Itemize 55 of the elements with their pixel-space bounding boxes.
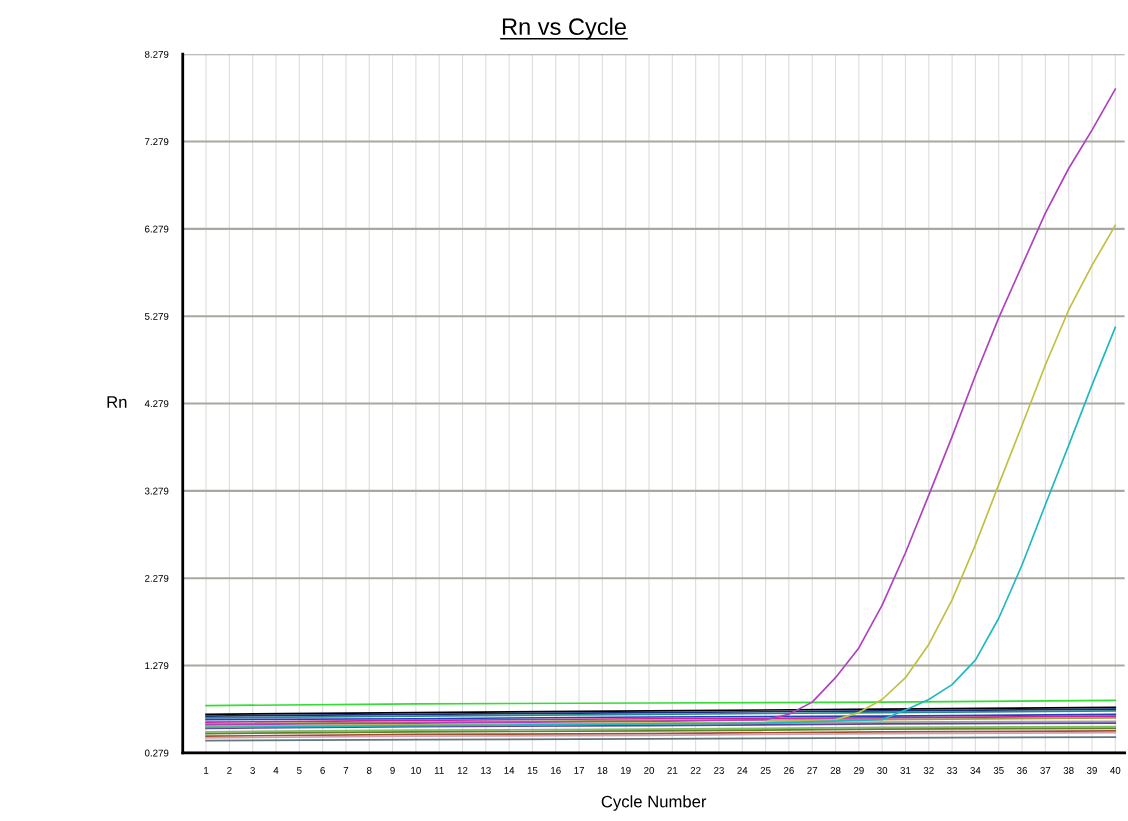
line-series	[205, 326, 1117, 729]
y-axis-title: Rn	[107, 396, 127, 408]
y-tick-label: 4.279	[144, 400, 169, 408]
x-tick-label: 27	[807, 767, 818, 774]
x-tick-label: 7	[343, 767, 349, 774]
y-tick-label: 0.279	[144, 749, 169, 757]
x-tick-label: 20	[644, 767, 655, 774]
line-series	[205, 88, 1117, 726]
x-tick-label: 37	[1040, 767, 1051, 774]
x-tick-label: 4	[273, 767, 279, 774]
x-tick-label: 35	[993, 767, 1004, 774]
x-tick-label: 14	[504, 767, 515, 774]
x-tick-label: 22	[690, 767, 701, 774]
x-tick-label: 3	[250, 767, 255, 774]
x-tick-label: 9	[390, 767, 395, 774]
y-tick-label: 2.279	[145, 574, 169, 582]
x-tick-label: 33	[947, 767, 958, 774]
y-tick-label: 3.279	[144, 487, 169, 495]
x-tick-label: 25	[760, 767, 771, 774]
x-tick-label: 15	[527, 767, 538, 774]
x-axis-title: Cycle Number	[601, 795, 707, 811]
x-tick-label: 31	[900, 767, 911, 774]
x-tick-label: 34	[970, 767, 981, 774]
x-tick-label: 28	[830, 767, 841, 774]
x-tick-label: 21	[667, 767, 678, 774]
x-tick-label: 8	[366, 767, 372, 774]
x-tick-label: 23	[714, 767, 724, 774]
y-tick-label: 8.279	[144, 50, 169, 58]
x-tick-label: 1	[204, 767, 209, 774]
x-tick-label: 29	[853, 767, 864, 774]
y-tick-label: 5.279	[144, 312, 169, 320]
x-tick-label: 18	[597, 767, 608, 774]
x-tick-label: 39	[1086, 767, 1097, 774]
line-series	[205, 224, 1117, 728]
x-tick-label: 32	[923, 767, 934, 774]
x-tick-label: 11	[434, 767, 444, 774]
y-tick-label: 1.279	[145, 662, 169, 670]
x-tick-label: 6	[320, 767, 325, 774]
x-tick-label: 38	[1063, 767, 1074, 774]
x-tick-label: 17	[574, 767, 584, 774]
x-tick-label: 10	[411, 767, 421, 774]
x-tick-label: 5	[296, 767, 302, 774]
y-tick-label: 7.279	[145, 138, 169, 146]
x-tick-label: 36	[1017, 767, 1028, 774]
x-tick-label: 13	[481, 767, 491, 774]
x-tick-label: 30	[877, 767, 888, 774]
x-tick-label: 40	[1110, 767, 1121, 774]
x-tick-label: 2	[227, 767, 232, 774]
chart-title: Rn vs Cycle	[502, 17, 626, 40]
x-tick-label: 26	[783, 767, 794, 774]
y-tick-label: 6.279	[145, 225, 169, 233]
x-tick-label: 16	[551, 767, 561, 774]
x-tick-label: 19	[621, 767, 631, 774]
x-tick-label: 24	[737, 767, 748, 774]
x-tick-label: 12	[457, 767, 468, 774]
